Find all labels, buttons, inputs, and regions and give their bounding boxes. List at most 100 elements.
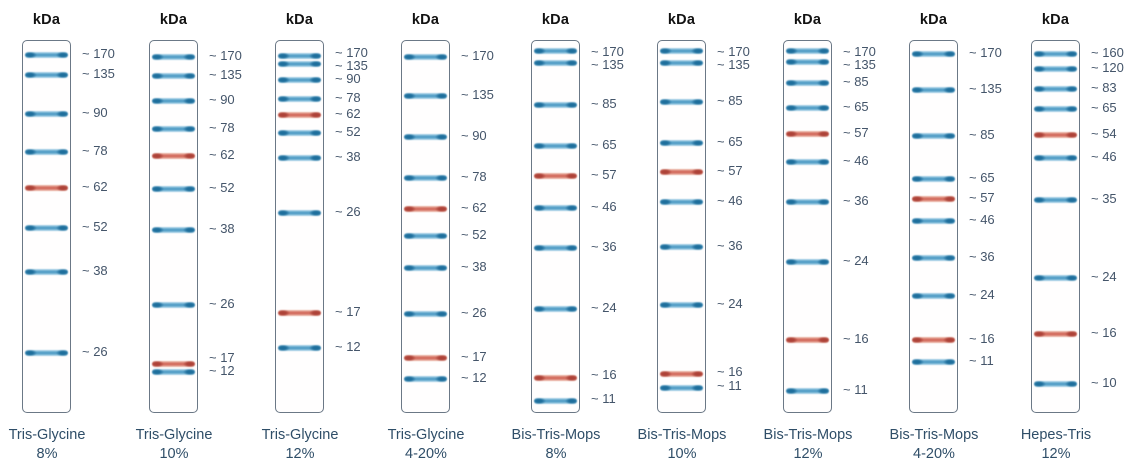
lane-gel-percentage: 10% bbox=[159, 446, 189, 462]
gel-band bbox=[152, 126, 195, 132]
gel-band bbox=[278, 130, 321, 136]
gel-band bbox=[152, 54, 195, 60]
band-weight-label: ~ 135 bbox=[82, 66, 115, 81]
gel-band bbox=[278, 77, 321, 83]
gel-band bbox=[534, 102, 577, 108]
band-weight-label: ~ 65 bbox=[591, 137, 617, 152]
band-weight-label: ~ 26 bbox=[335, 204, 361, 219]
gel-band bbox=[912, 196, 955, 202]
gel-band bbox=[786, 388, 829, 394]
band-weight-label: ~ 24 bbox=[843, 253, 869, 268]
gel-band bbox=[278, 310, 321, 316]
gel-band bbox=[786, 159, 829, 165]
band-weight-label: ~ 12 bbox=[335, 339, 361, 354]
band-weight-label: ~ 170 bbox=[969, 45, 1002, 60]
gel-band bbox=[152, 153, 195, 159]
kda-unit-label: kDa bbox=[1041, 12, 1070, 28]
gel-band bbox=[786, 48, 829, 54]
gel-band bbox=[912, 218, 955, 224]
band-weight-label: ~ 62 bbox=[82, 179, 108, 194]
kda-unit-label: kDa bbox=[541, 12, 570, 28]
band-weight-label: ~ 90 bbox=[335, 71, 361, 86]
band-weight-label: ~ 16 bbox=[843, 331, 869, 346]
lane-gel-percentage: 12% bbox=[793, 446, 823, 462]
band-weight-label: ~ 36 bbox=[969, 249, 995, 264]
band-weight-label: ~ 54 bbox=[1091, 126, 1117, 141]
gel-band bbox=[534, 173, 577, 179]
gel-band bbox=[912, 293, 955, 299]
gel-band bbox=[912, 337, 955, 343]
gel-lane-box bbox=[531, 40, 580, 413]
band-weight-label: ~ 46 bbox=[717, 193, 743, 208]
band-weight-label: ~ 35 bbox=[1091, 191, 1117, 206]
band-weight-label: ~ 170 bbox=[335, 45, 368, 60]
band-weight-label: ~ 17 bbox=[209, 350, 235, 365]
band-weight-label: ~ 46 bbox=[1091, 149, 1117, 164]
gel-band bbox=[912, 51, 955, 57]
gel-band bbox=[278, 210, 321, 216]
band-weight-label: ~ 46 bbox=[591, 199, 617, 214]
band-weight-label: ~ 90 bbox=[209, 92, 235, 107]
lane-caption: Tris-Glycine 12% bbox=[230, 426, 370, 464]
band-weight-label: ~ 135 bbox=[335, 58, 368, 73]
band-weight-label: ~ 36 bbox=[717, 238, 743, 253]
band-weight-label: ~ 78 bbox=[461, 169, 487, 184]
kda-unit-label: kDa bbox=[285, 12, 314, 28]
lane-gel-percentage: 4-20% bbox=[913, 446, 955, 462]
band-weight-label: ~ 17 bbox=[335, 304, 361, 319]
band-weight-label: ~ 135 bbox=[461, 87, 494, 102]
lane-gel-percentage: 12% bbox=[1041, 446, 1071, 462]
gel-band bbox=[534, 375, 577, 381]
gel-band bbox=[912, 359, 955, 365]
band-weight-label: ~ 83 bbox=[1091, 80, 1117, 95]
band-weight-label: ~ 170 bbox=[717, 44, 750, 59]
band-weight-label: ~ 38 bbox=[82, 263, 108, 278]
gel-band bbox=[534, 48, 577, 54]
band-weight-label: ~ 135 bbox=[843, 57, 876, 72]
gel-band bbox=[534, 60, 577, 66]
band-weight-label: ~ 11 bbox=[843, 382, 868, 397]
gel-band bbox=[278, 53, 321, 59]
band-weight-label: ~ 46 bbox=[843, 153, 869, 168]
kda-unit-label: kDa bbox=[919, 12, 948, 28]
gel-band bbox=[404, 355, 447, 361]
band-weight-label: ~ 62 bbox=[209, 147, 235, 162]
gel-band bbox=[25, 185, 68, 191]
lane-gel-type: Bis-Tris-Mops bbox=[889, 427, 979, 443]
band-weight-label: ~ 65 bbox=[717, 134, 743, 149]
gel-band bbox=[534, 143, 577, 149]
band-weight-label: ~ 46 bbox=[969, 212, 995, 227]
gel-band bbox=[278, 112, 321, 118]
band-weight-label: ~ 11 bbox=[969, 353, 994, 368]
gel-band bbox=[404, 376, 447, 382]
band-weight-label: ~ 85 bbox=[591, 96, 617, 111]
band-weight-label: ~ 52 bbox=[461, 227, 487, 242]
band-weight-label: ~ 16 bbox=[591, 367, 617, 382]
band-weight-label: ~ 57 bbox=[591, 167, 617, 182]
gel-band bbox=[660, 169, 703, 175]
band-weight-label: ~ 52 bbox=[209, 180, 235, 195]
gel-band bbox=[660, 60, 703, 66]
gel-band bbox=[404, 233, 447, 239]
gel-band bbox=[152, 369, 195, 375]
lane-gel-type: Tris-Glycine bbox=[387, 427, 465, 443]
gel-lane-box bbox=[783, 40, 832, 413]
lane-caption: Tris-Glycine 10% bbox=[104, 426, 244, 464]
band-weight-label: ~ 24 bbox=[591, 300, 617, 315]
band-weight-label: ~ 65 bbox=[843, 99, 869, 114]
gel-band bbox=[404, 54, 447, 60]
gel-band bbox=[786, 59, 829, 65]
band-weight-label: ~ 170 bbox=[843, 44, 876, 59]
gel-band bbox=[404, 206, 447, 212]
gel-band bbox=[404, 311, 447, 317]
band-weight-label: ~ 135 bbox=[209, 67, 242, 82]
gel-lane-box bbox=[401, 40, 450, 413]
lane-caption: Bis-Tris-Mops 12% bbox=[738, 426, 878, 464]
gel-band bbox=[1034, 155, 1077, 161]
gel-band bbox=[152, 227, 195, 233]
gel-lane-box bbox=[22, 40, 71, 413]
lane-gel-type: Tris-Glycine bbox=[8, 427, 86, 443]
gel-lane-box bbox=[909, 40, 958, 413]
gel-band bbox=[25, 269, 68, 275]
gel-band bbox=[278, 345, 321, 351]
